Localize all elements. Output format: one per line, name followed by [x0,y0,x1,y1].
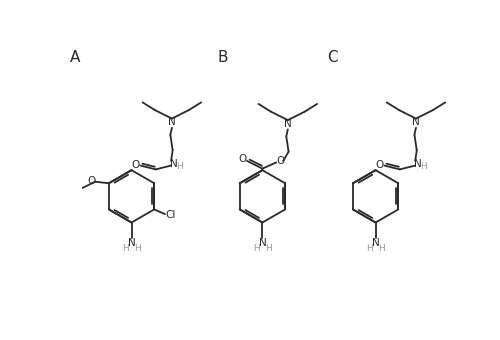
Text: H: H [366,244,373,253]
Text: O: O [88,176,96,186]
Text: N: N [284,119,292,129]
Text: N: N [128,238,136,248]
Text: O: O [132,160,140,170]
Text: N: N [414,159,422,169]
Text: H: H [265,244,272,253]
Text: H: H [378,244,385,253]
Text: N: N [258,238,266,248]
Text: N: N [170,159,177,169]
Text: O: O [238,154,246,164]
Text: Cl: Cl [165,210,175,220]
Text: O: O [376,160,384,170]
Text: N: N [168,117,176,128]
Text: H: H [176,162,183,171]
Text: H: H [134,244,141,253]
Text: C: C [327,50,338,65]
Text: N: N [372,238,380,248]
Text: H: H [420,162,427,171]
Text: N: N [412,117,420,128]
Text: O: O [277,156,285,166]
Text: H: H [122,244,128,253]
Text: A: A [70,50,80,65]
Text: H: H [253,244,260,253]
Text: B: B [218,50,228,65]
